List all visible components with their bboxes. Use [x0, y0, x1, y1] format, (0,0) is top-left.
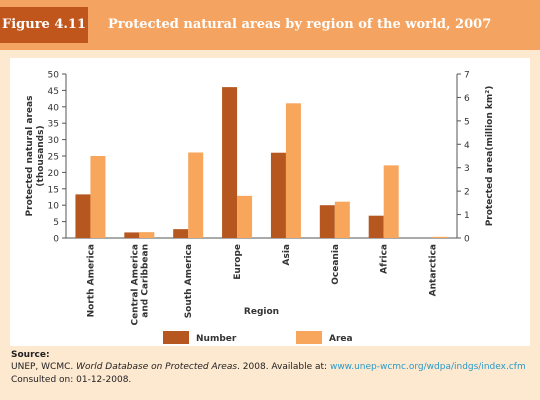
right-axis-title: Protected area(million km²) [485, 86, 495, 227]
left-axis-title-line: Protected natural areas [25, 96, 35, 217]
legend-swatch-number [163, 331, 189, 344]
category-label: South America [184, 244, 194, 318]
area-bar [188, 152, 204, 238]
figure-label: Figure 4.11 [0, 7, 88, 43]
area-bar [285, 103, 301, 239]
area-bar [237, 195, 253, 238]
number-bar [368, 215, 384, 238]
right-tick-label: 0 [464, 235, 470, 245]
left-tick-label: 25 [48, 153, 59, 163]
source-text: UNEP, WCMC. World Database on Protected … [11, 361, 526, 387]
category-label-line: North America [86, 244, 96, 317]
category-label-line: Europe [233, 244, 243, 280]
left-tick-label: 5 [53, 218, 59, 228]
area-bar [334, 201, 350, 238]
legend-label-area: Area [329, 334, 353, 344]
number-bar [173, 229, 189, 238]
legend-swatch-area [296, 331, 322, 344]
left-tick-label: 15 [48, 185, 59, 195]
x-axis-title: Region [244, 307, 279, 317]
legend-label-number: Number [196, 334, 237, 344]
right-tick-label: 2 [464, 188, 470, 198]
area-bar [383, 165, 399, 238]
left-tick-label: 0 [53, 235, 59, 245]
category-label: Africa [380, 244, 390, 274]
right-tick-label: 7 [464, 71, 470, 81]
category-label-line: and Caribbean [140, 244, 150, 318]
number-bar [124, 232, 140, 238]
right-tick-label: 5 [464, 117, 470, 127]
left-tick-label: 20 [48, 169, 60, 179]
area-bar [432, 236, 448, 238]
source-link[interactable]: www.unep-wcmc.org/wdpa/indgs/index.cfm [329, 362, 526, 372]
category-label-line: Africa [380, 244, 390, 274]
category-label-line: Oceania [331, 244, 341, 285]
right-tick-label: 3 [464, 164, 470, 174]
category-label: Asia [282, 244, 292, 265]
right-tick-label: 1 [464, 211, 470, 221]
left-tick-label: 30 [48, 136, 60, 146]
category-label-line: Antarctica [429, 244, 439, 296]
number-bar [75, 194, 91, 238]
area-bar [90, 156, 106, 238]
left-tick-label: 35 [48, 120, 59, 130]
figure-header: Figure 4.11 Protected natural areas by r… [0, 0, 540, 50]
number-bar [319, 205, 335, 238]
source-heading: Source: [11, 350, 50, 360]
category-label-line: Asia [282, 244, 292, 265]
left-tick-label: 45 [48, 87, 59, 97]
source-prefix: UNEP, WCMC. [11, 362, 77, 372]
category-label-line: South America [184, 244, 194, 318]
category-label: North America [86, 244, 96, 317]
left-tick-label: 10 [48, 202, 60, 212]
area-bar [139, 232, 155, 238]
number-bar [270, 152, 286, 238]
number-bar [222, 87, 238, 239]
source-suffix: Consulted on: 01-12-2008. [11, 375, 132, 385]
left-axis-title-line: (thousands) [36, 125, 46, 186]
left-tick-label: 50 [48, 71, 60, 81]
category-label: Europe [233, 244, 243, 280]
category-label: Antarctica [429, 244, 439, 296]
category-label: Central Americaand Caribbean [130, 244, 150, 326]
source-title: World Database on Protected Areas [76, 362, 238, 372]
right-tick-label: 4 [464, 141, 470, 151]
left-tick-label: 40 [48, 103, 60, 113]
chart-title: Protected natural areas by region of the… [108, 17, 492, 32]
right-tick-label: 6 [464, 94, 470, 104]
left-axis-title: Protected natural areas(thousands) [25, 96, 46, 217]
source-middle: . 2008. Available at: [237, 362, 330, 372]
category-label: Oceania [331, 244, 341, 285]
category-label-line: Central America [130, 244, 140, 326]
